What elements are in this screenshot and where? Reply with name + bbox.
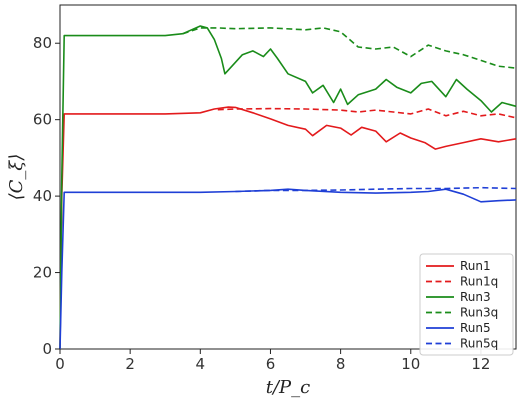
x-tick-label: 2 bbox=[125, 355, 135, 373]
y-tick-label: 0 bbox=[42, 340, 52, 358]
x-tick-label: 10 bbox=[401, 355, 420, 373]
series-line-run5q bbox=[235, 186, 517, 193]
y-tick-label: 20 bbox=[33, 264, 52, 282]
legend-label: Run5 bbox=[460, 321, 491, 335]
x-tick-label: 8 bbox=[336, 355, 346, 373]
series-layer bbox=[59, 25, 517, 350]
y-axis-label: ⟨C_ξ⟩ bbox=[6, 154, 27, 201]
x-axis-label: t/P_c bbox=[266, 377, 311, 398]
x-tick-label: 0 bbox=[55, 355, 65, 373]
legend-box bbox=[419, 253, 514, 356]
plot-frame bbox=[59, 4, 517, 350]
y-tick-label: 40 bbox=[33, 187, 52, 205]
series-line-run1q bbox=[217, 107, 517, 119]
legend-label: Run3q bbox=[460, 306, 498, 320]
legend-label: Run3 bbox=[460, 290, 491, 304]
x-tick-label: 12 bbox=[471, 355, 490, 373]
ticks-layer: 0 2 4 6 8 10 12 0 20 40 60 80 bbox=[33, 34, 491, 373]
x-tick-label: 6 bbox=[266, 355, 276, 373]
series-line-run3 bbox=[59, 25, 517, 350]
series-line-run3q bbox=[182, 27, 517, 69]
legend-label: Run1q bbox=[460, 275, 498, 289]
y-tick-label: 80 bbox=[33, 34, 52, 52]
x-tick-label: 4 bbox=[196, 355, 206, 373]
legend-label: Run5q bbox=[460, 337, 498, 351]
y-tick-label: 60 bbox=[33, 111, 52, 129]
legend-label: Run1 bbox=[460, 259, 491, 273]
series-line-run1 bbox=[59, 106, 517, 350]
